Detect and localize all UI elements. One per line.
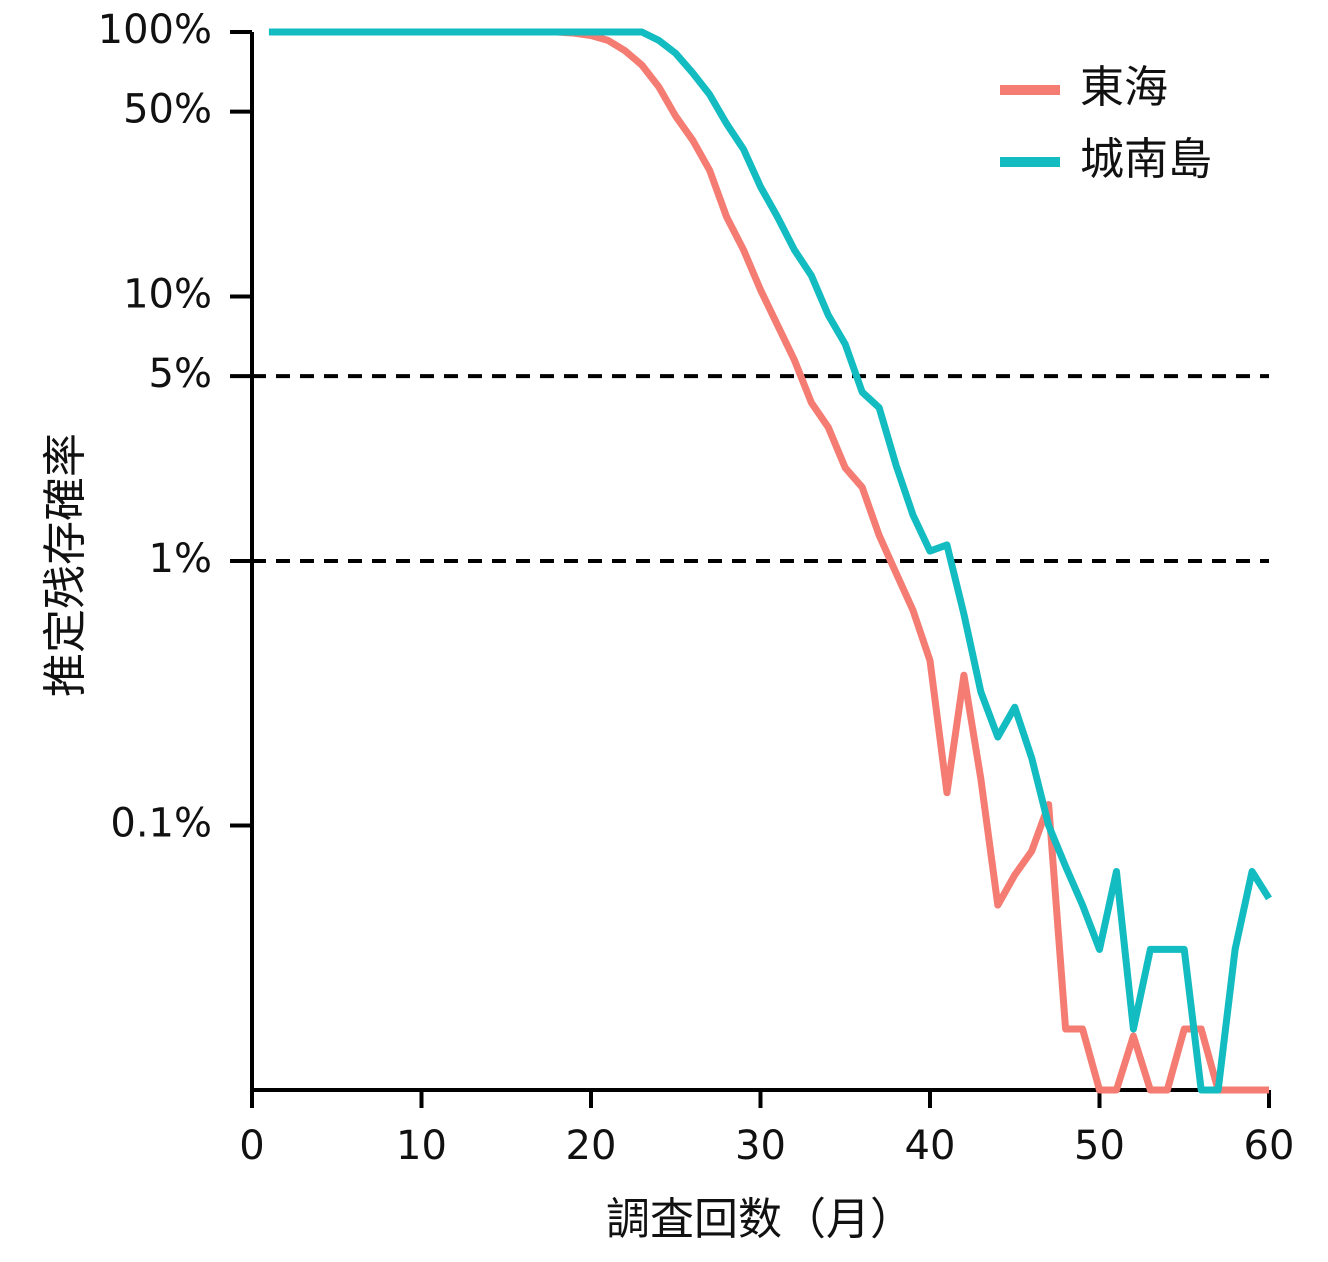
x-axis-label: 調査回数（月） xyxy=(606,1194,914,1245)
series-line xyxy=(268,28,1272,1094)
y-axis-label: 推定残存確率 xyxy=(40,433,91,697)
x-tick-label: 50 xyxy=(1074,1123,1125,1169)
x-tick-label: 60 xyxy=(1244,1123,1295,1169)
x-tick-label: 40 xyxy=(905,1123,956,1169)
x-tick-label: 10 xyxy=(396,1123,447,1169)
legend-label: 城南島 xyxy=(1080,134,1212,185)
y-tick-label: 10% xyxy=(123,272,212,318)
y-tick-label: 50% xyxy=(123,87,212,133)
x-tick-label: 20 xyxy=(566,1123,617,1169)
y-tick-label: 5% xyxy=(149,351,212,397)
y-tick-label: 100% xyxy=(98,7,212,53)
legend-label: 東海 xyxy=(1080,62,1168,113)
y-tick-label: 0.1% xyxy=(110,801,212,847)
y-tick-label: 1% xyxy=(149,536,212,582)
x-tick-label: 0 xyxy=(239,1123,264,1169)
x-tick-label: 30 xyxy=(735,1123,786,1169)
